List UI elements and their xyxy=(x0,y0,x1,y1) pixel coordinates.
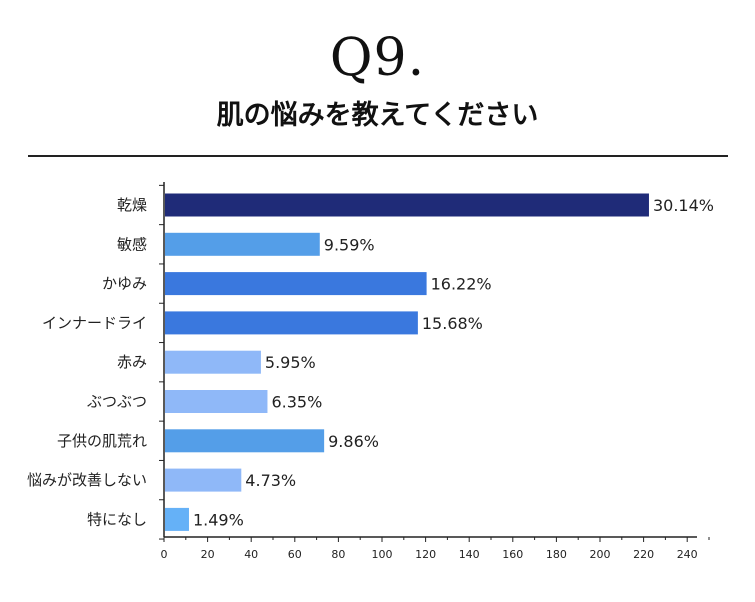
x-tick-label: 40 xyxy=(244,548,258,561)
category-label: 敏感 xyxy=(117,235,147,253)
title-divider xyxy=(28,155,728,157)
value-label: 16.22% xyxy=(431,275,492,294)
value-label: 9.86% xyxy=(328,432,379,451)
category-label: ぶつぶつ xyxy=(87,393,147,411)
value-label: 5.95% xyxy=(265,353,316,372)
category-label: インナードライ xyxy=(42,314,147,332)
bar-7 xyxy=(165,429,325,453)
x-tick-label: 100 xyxy=(372,548,393,561)
bar-8 xyxy=(165,468,242,492)
value-label: 9.59% xyxy=(324,235,375,254)
bar-9 xyxy=(165,507,189,531)
bar-4 xyxy=(165,311,418,335)
category-label: 子供の肌荒れ xyxy=(57,432,147,450)
x-tick-label: 140 xyxy=(459,548,480,561)
category-label: かゆみ xyxy=(102,275,147,293)
value-label: 15.68% xyxy=(422,314,483,333)
x-tick-label: 120 xyxy=(415,548,436,561)
question-number: Q9. xyxy=(329,28,426,88)
value-label: 1.49% xyxy=(193,510,244,529)
bar-1 xyxy=(165,193,649,217)
category-label: 特になし xyxy=(87,510,147,528)
bar-3 xyxy=(165,272,427,296)
category-label: 悩みが改善しない xyxy=(27,471,147,489)
x-tick-label: 80 xyxy=(331,548,345,561)
x-tick-label: 0 xyxy=(161,548,168,561)
bar-5 xyxy=(165,350,261,374)
value-label: 30.14% xyxy=(653,196,714,215)
x-tick-label: 180 xyxy=(546,548,567,561)
x-tick-label: 220 xyxy=(633,548,654,561)
value-label: 6.35% xyxy=(271,393,322,412)
x-tick-label: 240 xyxy=(677,548,698,561)
x-tick-label: 200 xyxy=(590,548,611,561)
x-tick-label: 60 xyxy=(288,548,302,561)
value-label: 4.73% xyxy=(245,471,296,490)
x-tick-label: 20 xyxy=(201,548,215,561)
question-text: 肌の悩みを教えてください xyxy=(216,100,539,131)
category-label: 乾燥 xyxy=(117,196,147,214)
bar-2 xyxy=(165,232,320,256)
x-tick-label: 160 xyxy=(502,548,523,561)
bar-6 xyxy=(165,390,268,413)
category-label: 赤み xyxy=(117,353,147,371)
